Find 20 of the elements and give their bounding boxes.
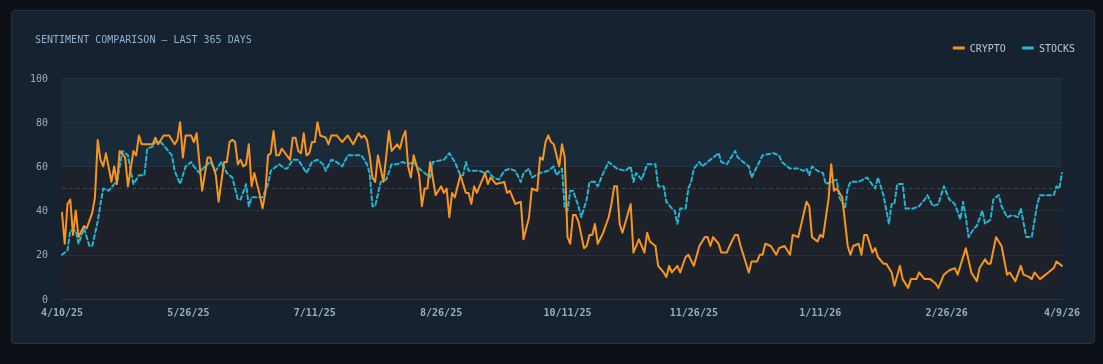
y-tick-label: 100 — [29, 72, 48, 84]
x-tick-label: 4/9/26 — [1043, 306, 1081, 318]
y-tick-label: 20 — [35, 249, 48, 261]
y-tick-label: 80 — [35, 116, 48, 128]
x-tick-label: 4/10/25 — [40, 306, 84, 318]
y-tick-label: 60 — [35, 160, 48, 172]
x-tick-label: 1/11/26 — [799, 306, 842, 318]
x-tick-label: 2/26/26 — [925, 306, 968, 318]
legend-label: STOCKS — [1038, 42, 1075, 54]
x-tick-label: 8/26/25 — [420, 306, 463, 318]
y-tick-label: 0 — [41, 293, 48, 305]
legend-label: CRYPTO — [969, 42, 1006, 54]
line-series — [61, 141, 1063, 256]
x-tick-label: 7/11/25 — [293, 306, 336, 318]
x-tick-label: 11/26/25 — [669, 306, 718, 318]
line-series — [61, 121, 1063, 289]
x-tick-label: 10/11/25 — [543, 306, 592, 318]
y-tick-label: 40 — [35, 205, 48, 217]
chart-title: SENTIMENT COMPARISON — LAST 365 DAYS — [35, 33, 252, 45]
x-tick-label: 5/26/25 — [167, 306, 210, 318]
